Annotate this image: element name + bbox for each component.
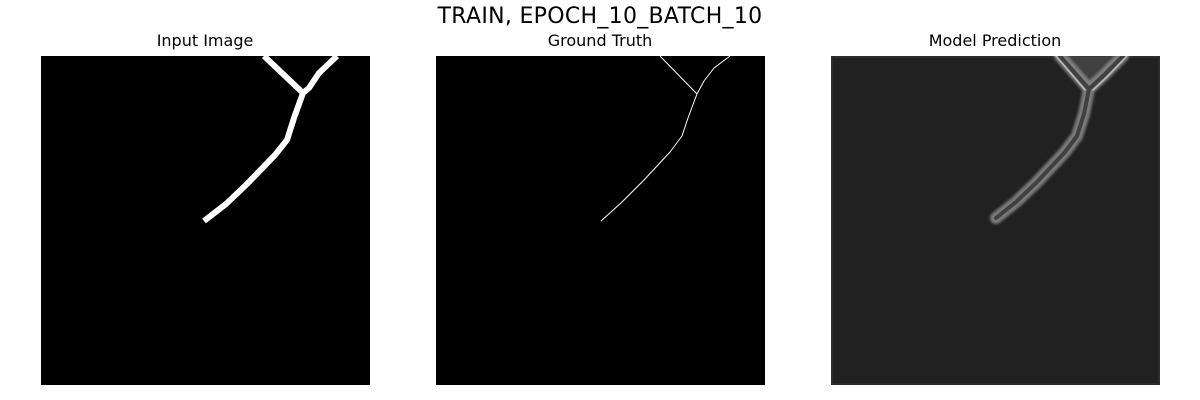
ground-truth-panel bbox=[436, 56, 765, 385]
ground-truth-main-vessel bbox=[600, 93, 698, 222]
ground-truth-background bbox=[436, 56, 765, 385]
input-vessel-mask bbox=[202, 56, 340, 224]
input-image-panel bbox=[41, 56, 370, 385]
ground-truth-centerline bbox=[600, 56, 731, 222]
input-image-title: Input Image bbox=[156, 31, 254, 50]
prediction-left-branch-core bbox=[1058, 56, 1091, 91]
ground-truth-image bbox=[436, 56, 765, 385]
model-prediction-title: Model Prediction bbox=[928, 31, 1062, 50]
ground-truth-right-branch bbox=[696, 56, 731, 95]
figure-title: TRAIN, EPOCH_10_BATCH_10 bbox=[437, 4, 763, 29]
prediction-main-core bbox=[994, 87, 1091, 220]
ground-truth-title: Ground Truth bbox=[547, 31, 653, 50]
ground-truth-left-branch bbox=[659, 56, 698, 95]
prediction-vessel bbox=[990, 56, 1129, 224]
input-image bbox=[41, 56, 370, 385]
model-prediction-panel bbox=[831, 56, 1160, 385]
prediction-junction-fill bbox=[1060, 56, 1121, 89]
prediction-left-branch-edge bbox=[1055, 56, 1086, 91]
input-main-vessel bbox=[202, 91, 306, 224]
input-left-branch bbox=[261, 56, 306, 96]
prediction-border bbox=[831, 56, 1160, 385]
prediction-right-branch-edge bbox=[1092, 56, 1128, 91]
prediction-right-branch-core bbox=[1087, 56, 1125, 91]
input-right-branch bbox=[301, 56, 340, 96]
model-prediction-image bbox=[831, 56, 1160, 385]
